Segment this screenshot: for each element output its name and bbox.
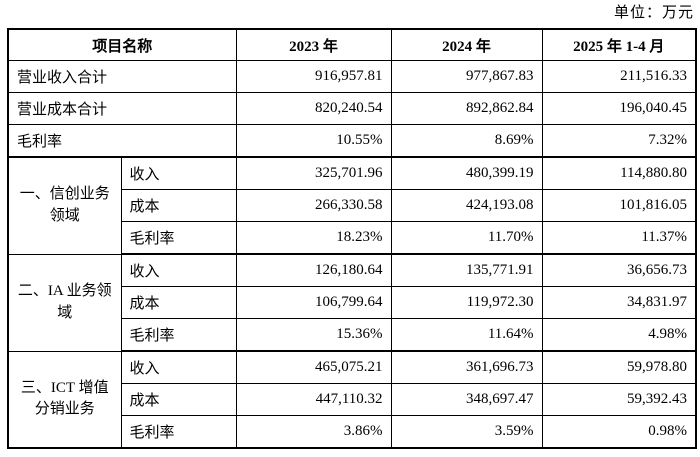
cell-value: 820,240.54 (235, 92, 392, 125)
cell-value: 36,656.73 (541, 253, 697, 287)
cell-value: 480,399.19 (390, 156, 543, 190)
cell-value: 3.59% (390, 415, 543, 449)
table-row-section3-margin: 毛利率 3.86% 3.59% 0.98% (8, 415, 697, 449)
cell-value: 11.64% (390, 318, 543, 352)
table-row-section3-cost: 成本 447,110.32 348,697.47 59,392.43 (8, 383, 697, 416)
cell-value: 7.32% (541, 124, 697, 158)
cell-value: 892,862.84 (390, 92, 543, 125)
table-row-section1-cost: 成本 266,330.58 424,193.08 101,816.05 (8, 189, 697, 222)
section-label: 一、信创业务领域 (7, 156, 122, 255)
cell-value: 3.86% (235, 415, 392, 449)
row-label: 营业收入合计 (7, 60, 237, 93)
cell-value: 114,880.80 (541, 156, 697, 190)
metric-label: 成本 (120, 286, 237, 319)
cell-value: 424,193.08 (390, 189, 543, 222)
table-row-total-margin: 毛利率 10.55% 8.69% 7.32% (7, 124, 697, 158)
unit-label: 单位：万元 (613, 5, 694, 21)
cell-value: 15.36% (235, 318, 392, 352)
table-row-total-cost: 营业成本合计 820,240.54 892,862.84 196,040.45 (7, 92, 697, 125)
metric-label: 收入 (120, 156, 237, 190)
table-row-section2-margin: 毛利率 15.36% 11.64% 4.98% (8, 318, 697, 352)
metric-label: 毛利率 (120, 221, 237, 255)
table-row-section1-margin: 毛利率 18.23% 11.70% 11.37% (8, 221, 697, 255)
cell-value: 348,697.47 (390, 383, 543, 416)
cell-value: 18.23% (235, 221, 392, 255)
cell-value: 4.98% (541, 318, 697, 352)
metric-label: 收入 (120, 350, 237, 384)
cell-value: 325,701.96 (235, 156, 392, 190)
cell-value: 59,392.43 (541, 383, 697, 416)
table-row-section3-revenue: 三、ICT 增值分销业务 收入 465,075.21 361,696.73 59… (7, 350, 697, 449)
cell-value: 11.37% (541, 221, 697, 255)
metric-label: 毛利率 (120, 415, 237, 449)
header-row: 项目名称 2023 年 2024 年 2025 年 1-4 月 (7, 28, 697, 61)
section-label: 三、ICT 增值分销业务 (7, 350, 122, 449)
cell-value: 447,110.32 (235, 383, 392, 416)
cell-value: 8.69% (390, 124, 543, 158)
metric-label: 成本 (120, 383, 237, 416)
cell-value: 135,771.91 (390, 253, 543, 287)
cell-value: 211,516.33 (541, 60, 697, 93)
cell-value: 11.70% (390, 221, 543, 255)
table-row-section1-revenue: 一、信创业务领域 收入 325,701.96 480,399.19 114,88… (7, 156, 697, 255)
metric-label: 毛利率 (120, 318, 237, 352)
cell-value: 119,972.30 (390, 286, 543, 319)
table-row-section2-revenue: 二、IA 业务领域 收入 126,180.64 135,771.91 36,65… (7, 253, 697, 352)
table-row-total-revenue: 营业收入合计 916,957.81 977,867.83 211,516.33 (7, 60, 697, 93)
column-header-2024: 2024 年 (390, 28, 543, 61)
cell-value: 0.98% (541, 415, 697, 449)
cell-value: 361,696.73 (390, 350, 543, 384)
cell-value: 977,867.83 (390, 60, 543, 93)
row-label: 营业成本合计 (7, 92, 237, 125)
cell-value: 196,040.45 (541, 92, 697, 125)
column-header-item-name: 项目名称 (7, 28, 237, 61)
row-label: 毛利率 (7, 124, 237, 158)
cell-value: 101,816.05 (541, 189, 697, 222)
cell-value: 126,180.64 (235, 253, 392, 287)
column-header-2025: 2025 年 1-4 月 (541, 28, 697, 61)
cell-value: 34,831.97 (541, 286, 697, 319)
cell-value: 266,330.58 (235, 189, 392, 222)
cell-value: 465,075.21 (235, 350, 392, 384)
cell-value: 10.55% (235, 124, 392, 158)
table-row-section2-cost: 成本 106,799.64 119,972.30 34,831.97 (8, 286, 697, 319)
cell-value: 916,957.81 (235, 60, 392, 93)
metric-label: 成本 (120, 189, 237, 222)
cell-value: 106,799.64 (235, 286, 392, 319)
section-label: 二、IA 业务领域 (7, 253, 122, 352)
metric-label: 收入 (120, 253, 237, 287)
cell-value: 59,978.80 (541, 350, 697, 384)
financial-table: 项目名称 2023 年 2024 年 2025 年 1-4 月 营业收入合计 9… (7, 28, 698, 449)
column-header-2023: 2023 年 (235, 28, 392, 61)
